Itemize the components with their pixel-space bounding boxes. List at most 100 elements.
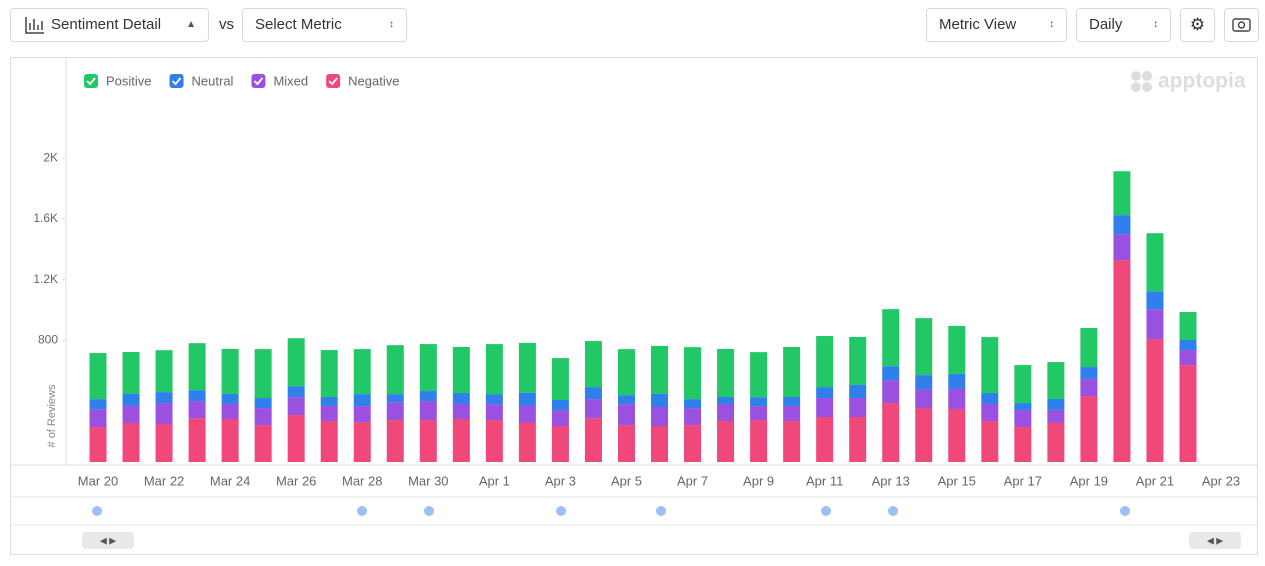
bar-segment	[155, 350, 173, 393]
bar-segment	[221, 403, 239, 420]
bar-segment	[750, 406, 768, 421]
secondary-metric[interactable]: Select Metric ↕	[242, 8, 407, 42]
x-tick-label: Mar 30	[408, 473, 448, 488]
bar-segment	[882, 366, 900, 381]
bar-segment	[188, 418, 206, 462]
scroll-handle[interactable]	[82, 532, 134, 549]
x-tick-label: Apr 9	[743, 473, 774, 488]
label: Sentiment Detail	[51, 16, 162, 33]
x-tick-label: Mar 26	[276, 473, 316, 488]
bar-segment	[1014, 410, 1032, 428]
bar-segment	[386, 420, 404, 462]
scroll-handle[interactable]	[1189, 532, 1241, 549]
bar-segment	[89, 353, 107, 400]
bar-segment	[320, 405, 338, 421]
bar-segment	[485, 420, 503, 462]
arrows: ◀ ▶	[100, 535, 116, 545]
bar-segment	[353, 406, 371, 423]
bar-segment	[518, 392, 536, 406]
y-tick-label: 2K	[43, 150, 58, 164]
bar-segment	[122, 352, 140, 394]
bar-segment	[386, 394, 404, 403]
bar-segment	[386, 345, 404, 395]
legend-check	[171, 77, 182, 86]
bar-segment	[717, 403, 735, 421]
bar-segment	[1113, 234, 1131, 261]
x-tick-label: Apr 15	[938, 473, 976, 488]
bar-segment	[948, 388, 966, 409]
brand: apptopia	[1158, 70, 1246, 93]
bar-segment	[1014, 403, 1032, 411]
x-tick-label: Mar 24	[210, 473, 250, 488]
bar-segment	[948, 373, 966, 389]
bar-segment	[155, 403, 173, 425]
bar-segment	[882, 380, 900, 404]
bar-segment	[89, 409, 107, 428]
bar-segment	[287, 386, 305, 398]
x-tick-label: Apr 11	[806, 473, 843, 488]
bar-segment	[254, 398, 272, 409]
bar-segment	[1146, 339, 1164, 462]
y-tick-label: 1.6K	[33, 211, 58, 225]
bar-segment	[518, 422, 536, 462]
bar-segment	[651, 425, 669, 462]
settings[interactable]: ⚙	[1180, 8, 1215, 42]
vs: vs	[219, 16, 234, 33]
x-tick-label: Apr 5	[611, 473, 642, 488]
bar-segment	[1080, 396, 1098, 462]
bar-segment	[816, 387, 834, 399]
bar-segment	[783, 346, 801, 397]
bar-segment	[849, 417, 867, 462]
bar-segment	[981, 403, 999, 421]
legend-swatch	[84, 74, 98, 88]
bar-segment	[320, 350, 338, 397]
bar-segment	[1047, 409, 1065, 423]
x-tick-label: Apr 17	[1004, 473, 1042, 488]
legend-check	[328, 77, 338, 86]
bar-segment	[783, 396, 801, 406]
bar-segment	[221, 348, 239, 394]
bar-segment	[684, 425, 702, 462]
bar-segment	[551, 425, 569, 462]
primary-metric[interactable]: Sentiment Detail ▲	[10, 8, 209, 42]
x-tick-label: Apr 1	[479, 473, 510, 488]
bar-segment	[485, 394, 503, 405]
bar-segment	[849, 336, 867, 385]
bar-segment	[651, 407, 669, 426]
bar-segment	[254, 425, 272, 462]
snapshot[interactable]	[1224, 8, 1259, 42]
x-tick-label: Mar 22	[144, 473, 184, 488]
bar-segment	[89, 399, 107, 410]
bar-segment	[750, 397, 768, 407]
bar-segment	[1047, 398, 1065, 410]
bar-segment	[617, 395, 635, 405]
bar-segment	[1146, 309, 1164, 340]
bar-segment	[419, 391, 437, 402]
legend-label: Positive	[106, 73, 152, 88]
bar-segment	[551, 358, 569, 401]
bar-segment	[188, 401, 206, 419]
x-tick-label: Apr 19	[1070, 473, 1108, 488]
bar-segment	[155, 392, 173, 404]
interval-select[interactable]: Daily ↕	[1076, 8, 1171, 42]
bar-segment	[584, 399, 602, 419]
bar-segment	[122, 422, 140, 462]
view-select[interactable]: Metric View ↕	[926, 8, 1067, 42]
bar-segment	[122, 393, 140, 406]
bar-segment	[452, 393, 470, 404]
bar-segment	[915, 389, 933, 409]
bar-segment	[485, 404, 503, 421]
label: Daily	[1089, 16, 1123, 33]
bar-segment	[617, 425, 635, 462]
bar-segment	[254, 349, 272, 399]
legend-label: Negative	[348, 73, 399, 88]
bar-segment	[750, 420, 768, 462]
bar-segment	[419, 344, 437, 392]
legend-swatch	[326, 74, 341, 88]
bar-segment	[89, 427, 107, 462]
chart-panel	[10, 57, 1258, 555]
bar-segment	[1179, 365, 1197, 462]
x-tick-label: Apr 7	[677, 473, 708, 488]
x-tick-label: Apr 13	[872, 473, 910, 488]
